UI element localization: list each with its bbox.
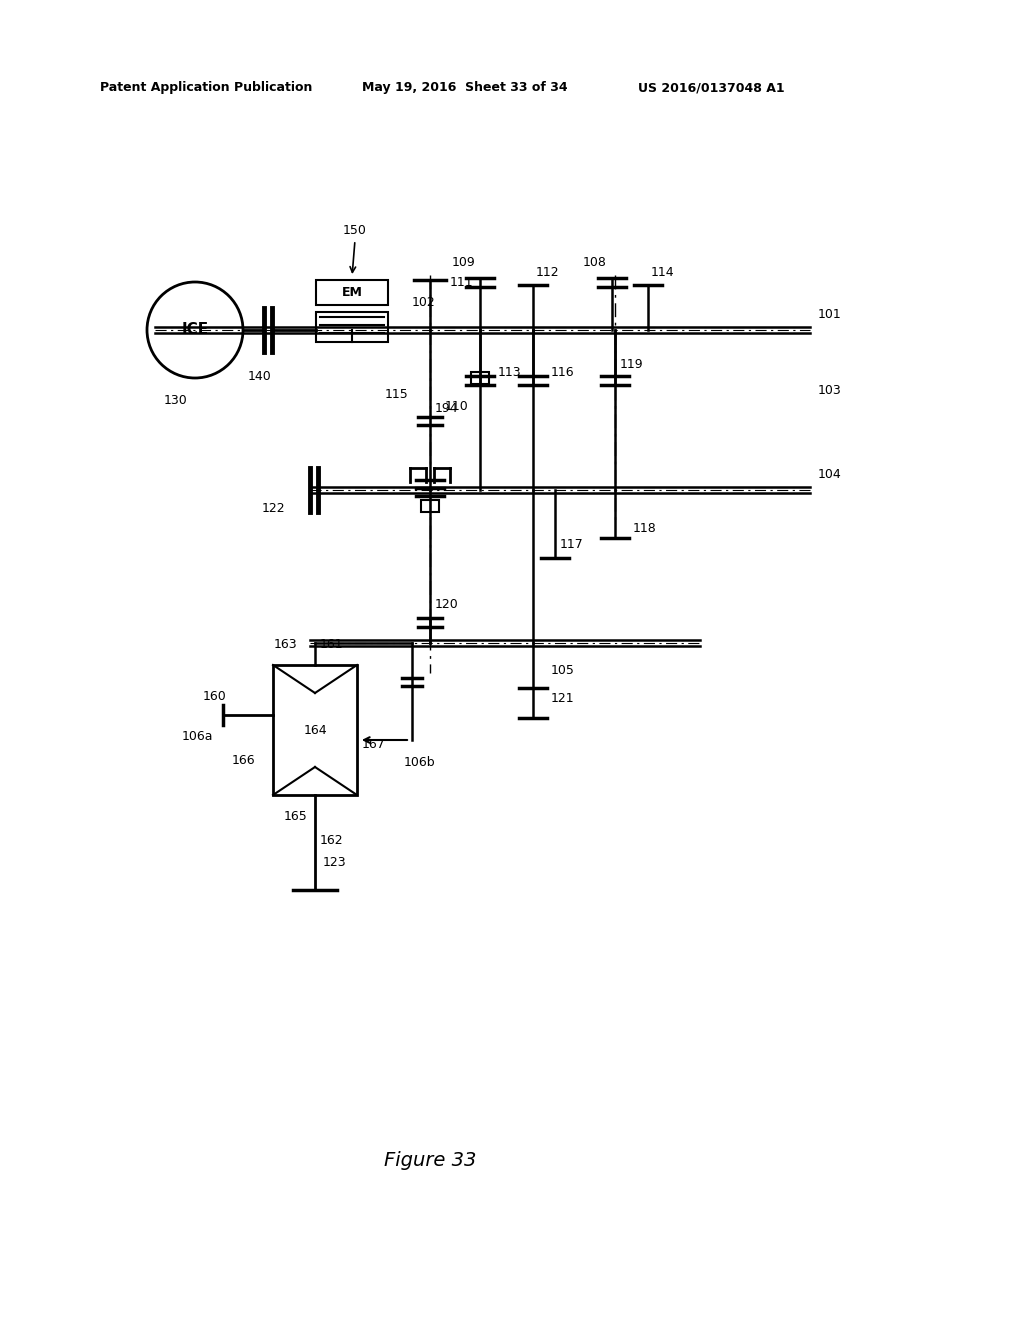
Text: 102: 102 <box>412 296 436 309</box>
Text: 106a: 106a <box>181 730 213 743</box>
Text: Patent Application Publication: Patent Application Publication <box>100 82 312 95</box>
Text: 101: 101 <box>818 309 842 322</box>
Bar <box>316 312 388 342</box>
Text: 106b: 106b <box>404 755 435 768</box>
Text: 104: 104 <box>818 469 842 482</box>
Text: 160: 160 <box>203 690 226 704</box>
Text: 120: 120 <box>435 598 459 611</box>
Text: 117: 117 <box>560 539 584 552</box>
Text: 150: 150 <box>343 223 367 236</box>
Text: 108: 108 <box>583 256 607 268</box>
Text: 122: 122 <box>261 502 285 515</box>
Text: US 2016/0137048 A1: US 2016/0137048 A1 <box>638 82 784 95</box>
Text: 103: 103 <box>818 384 842 396</box>
Bar <box>273 665 357 795</box>
Text: 165: 165 <box>284 810 307 824</box>
Text: ICE: ICE <box>181 322 209 338</box>
Text: 114: 114 <box>651 265 675 279</box>
Text: 113: 113 <box>498 366 521 379</box>
Text: 116: 116 <box>551 366 574 379</box>
Text: 111: 111 <box>450 276 474 289</box>
Text: 123: 123 <box>323 857 347 870</box>
Bar <box>471 372 489 384</box>
Text: 140: 140 <box>248 370 271 383</box>
Text: 166: 166 <box>231 754 255 767</box>
Text: 110: 110 <box>445 400 469 413</box>
Text: 121: 121 <box>551 692 574 705</box>
Text: 115: 115 <box>384 388 408 401</box>
Text: Figure 33: Figure 33 <box>384 1151 476 1170</box>
Text: 163: 163 <box>273 639 297 652</box>
Text: 161: 161 <box>319 639 344 652</box>
Text: 194: 194 <box>435 401 459 414</box>
Bar <box>421 500 439 512</box>
Text: EM: EM <box>342 286 362 300</box>
Text: 167: 167 <box>362 738 386 751</box>
Text: 130: 130 <box>164 393 187 407</box>
Text: 119: 119 <box>620 359 644 371</box>
Text: 162: 162 <box>319 833 344 846</box>
Bar <box>316 280 388 305</box>
Text: 118: 118 <box>633 521 656 535</box>
Text: May 19, 2016  Sheet 33 of 34: May 19, 2016 Sheet 33 of 34 <box>362 82 567 95</box>
Text: 112: 112 <box>536 265 560 279</box>
Text: 105: 105 <box>551 664 574 677</box>
Text: 109: 109 <box>452 256 475 268</box>
Text: 164: 164 <box>303 723 327 737</box>
